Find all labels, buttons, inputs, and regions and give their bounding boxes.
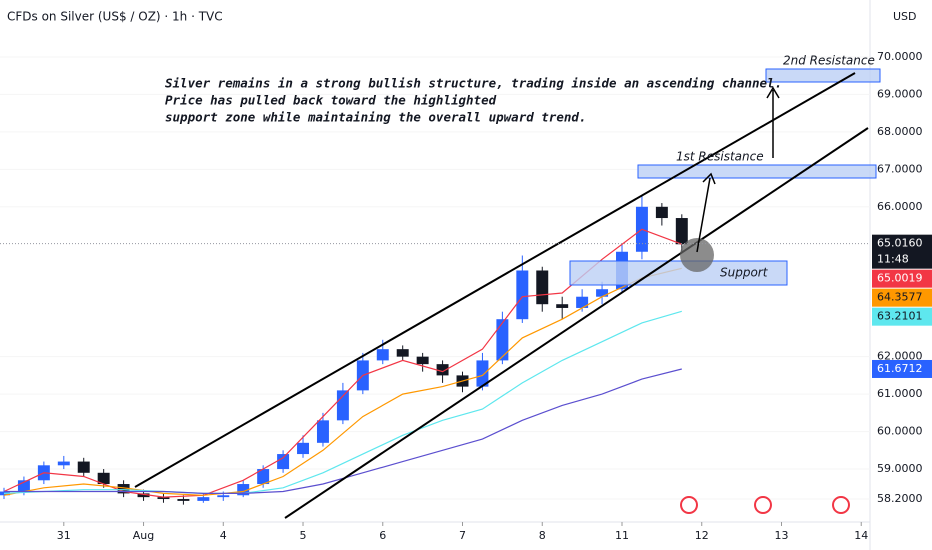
y-tick-label: 60.0000 [877,425,923,438]
candle-body [576,296,589,308]
candle-body [316,420,329,443]
candle-body [396,349,409,357]
candle-body [476,360,489,387]
y-tick-label: 62.0000 [877,350,923,363]
event-icon [754,496,772,514]
candle-body [655,206,668,219]
chart-title: CFDs on Silver (US$ / OZ) · 1h · TVC [7,10,223,24]
x-tick-label: 12 [695,529,709,542]
x-tick-label: 5 [300,529,307,542]
y-tick-label: 69.0000 [877,87,923,100]
drawings: 2nd Resistance 1st Resistance Support Si… [134,54,881,519]
candle-body [197,497,210,501]
moving-average [3,267,682,496]
currency: USD [893,10,917,23]
resistance-zone [637,164,877,179]
candle-body [97,472,110,485]
price-tag-label: 65.0160 [877,237,923,250]
x-tick-label: 4 [220,529,227,542]
price-tag [872,269,932,288]
price-tag-label: 63.2101 [877,310,923,323]
x-tick-label: 14 [854,529,868,542]
price-tag [872,288,932,307]
y-tick-label: 67.0000 [877,162,923,175]
price-tag-label: 61.6712 [877,362,923,375]
candle-body [297,442,310,455]
plot-area [0,56,870,505]
event-icon [680,496,698,514]
candle-body [596,289,609,297]
candle-body [556,304,569,308]
resistance-zone [765,68,881,83]
annotation: support zone while maintaining the overa… [165,110,586,125]
candle-body [436,364,449,376]
price-tag-label: 64.3577 [877,291,923,304]
candle-body [217,495,230,498]
zone-label: 2nd Resistance [783,54,875,68]
zone-label: 1st Resistance [676,150,764,164]
x-tick-label: 6 [379,529,386,542]
arrow [766,86,780,158]
annotation: Silver remains in a strong bullish struc… [165,76,782,91]
highlight-circle [680,238,714,272]
candle-body [17,480,30,492]
candle-body [57,461,70,466]
candle-body [416,356,429,365]
price-tag [872,359,932,378]
x-tick-label: 11 [615,529,629,542]
x-tick-label: Aug [133,529,154,542]
y-tick-label: 70.0000 [877,50,923,63]
candle-body [376,349,389,361]
candle-body [177,499,190,501]
x-tick-label: 31 [57,529,71,542]
arrow [696,172,716,253]
countdown: 11:48 [877,253,909,266]
x-tick-label: 8 [539,529,546,542]
y-tick-label: 68.0000 [877,125,923,138]
candle-body [117,484,130,494]
candle-body [536,270,549,305]
candle-body [675,218,688,245]
support-zone [569,260,788,286]
candle-body [516,270,529,320]
candle-body [237,484,250,496]
event-icon [832,496,850,514]
y-tick-label: 66.0000 [877,200,923,213]
price-tag-label: 65.0019 [877,272,923,285]
event-icons [680,496,850,514]
x-tick-label: 7 [459,529,466,542]
y-tick-label: 59.0000 [877,462,923,475]
y-tick-label: 58.2000 [877,492,923,505]
candle-body [257,469,270,485]
moving-average [3,310,682,494]
candle-body [77,461,90,473]
zone-label: Support [720,266,769,280]
x-tick-label: 13 [774,529,788,542]
candle-body [496,319,509,361]
y-tick-label: 61.0000 [877,387,923,400]
price-tag [872,307,932,326]
price-tag [872,234,932,269]
annotation: Price has pulled back toward the highlig… [165,93,497,108]
candle-body [277,454,290,470]
candle-body [336,390,349,421]
moving-average [3,228,683,498]
candle-body [157,497,170,500]
channel-line [134,72,856,488]
candle-body [137,493,150,498]
channel-line [284,127,869,519]
